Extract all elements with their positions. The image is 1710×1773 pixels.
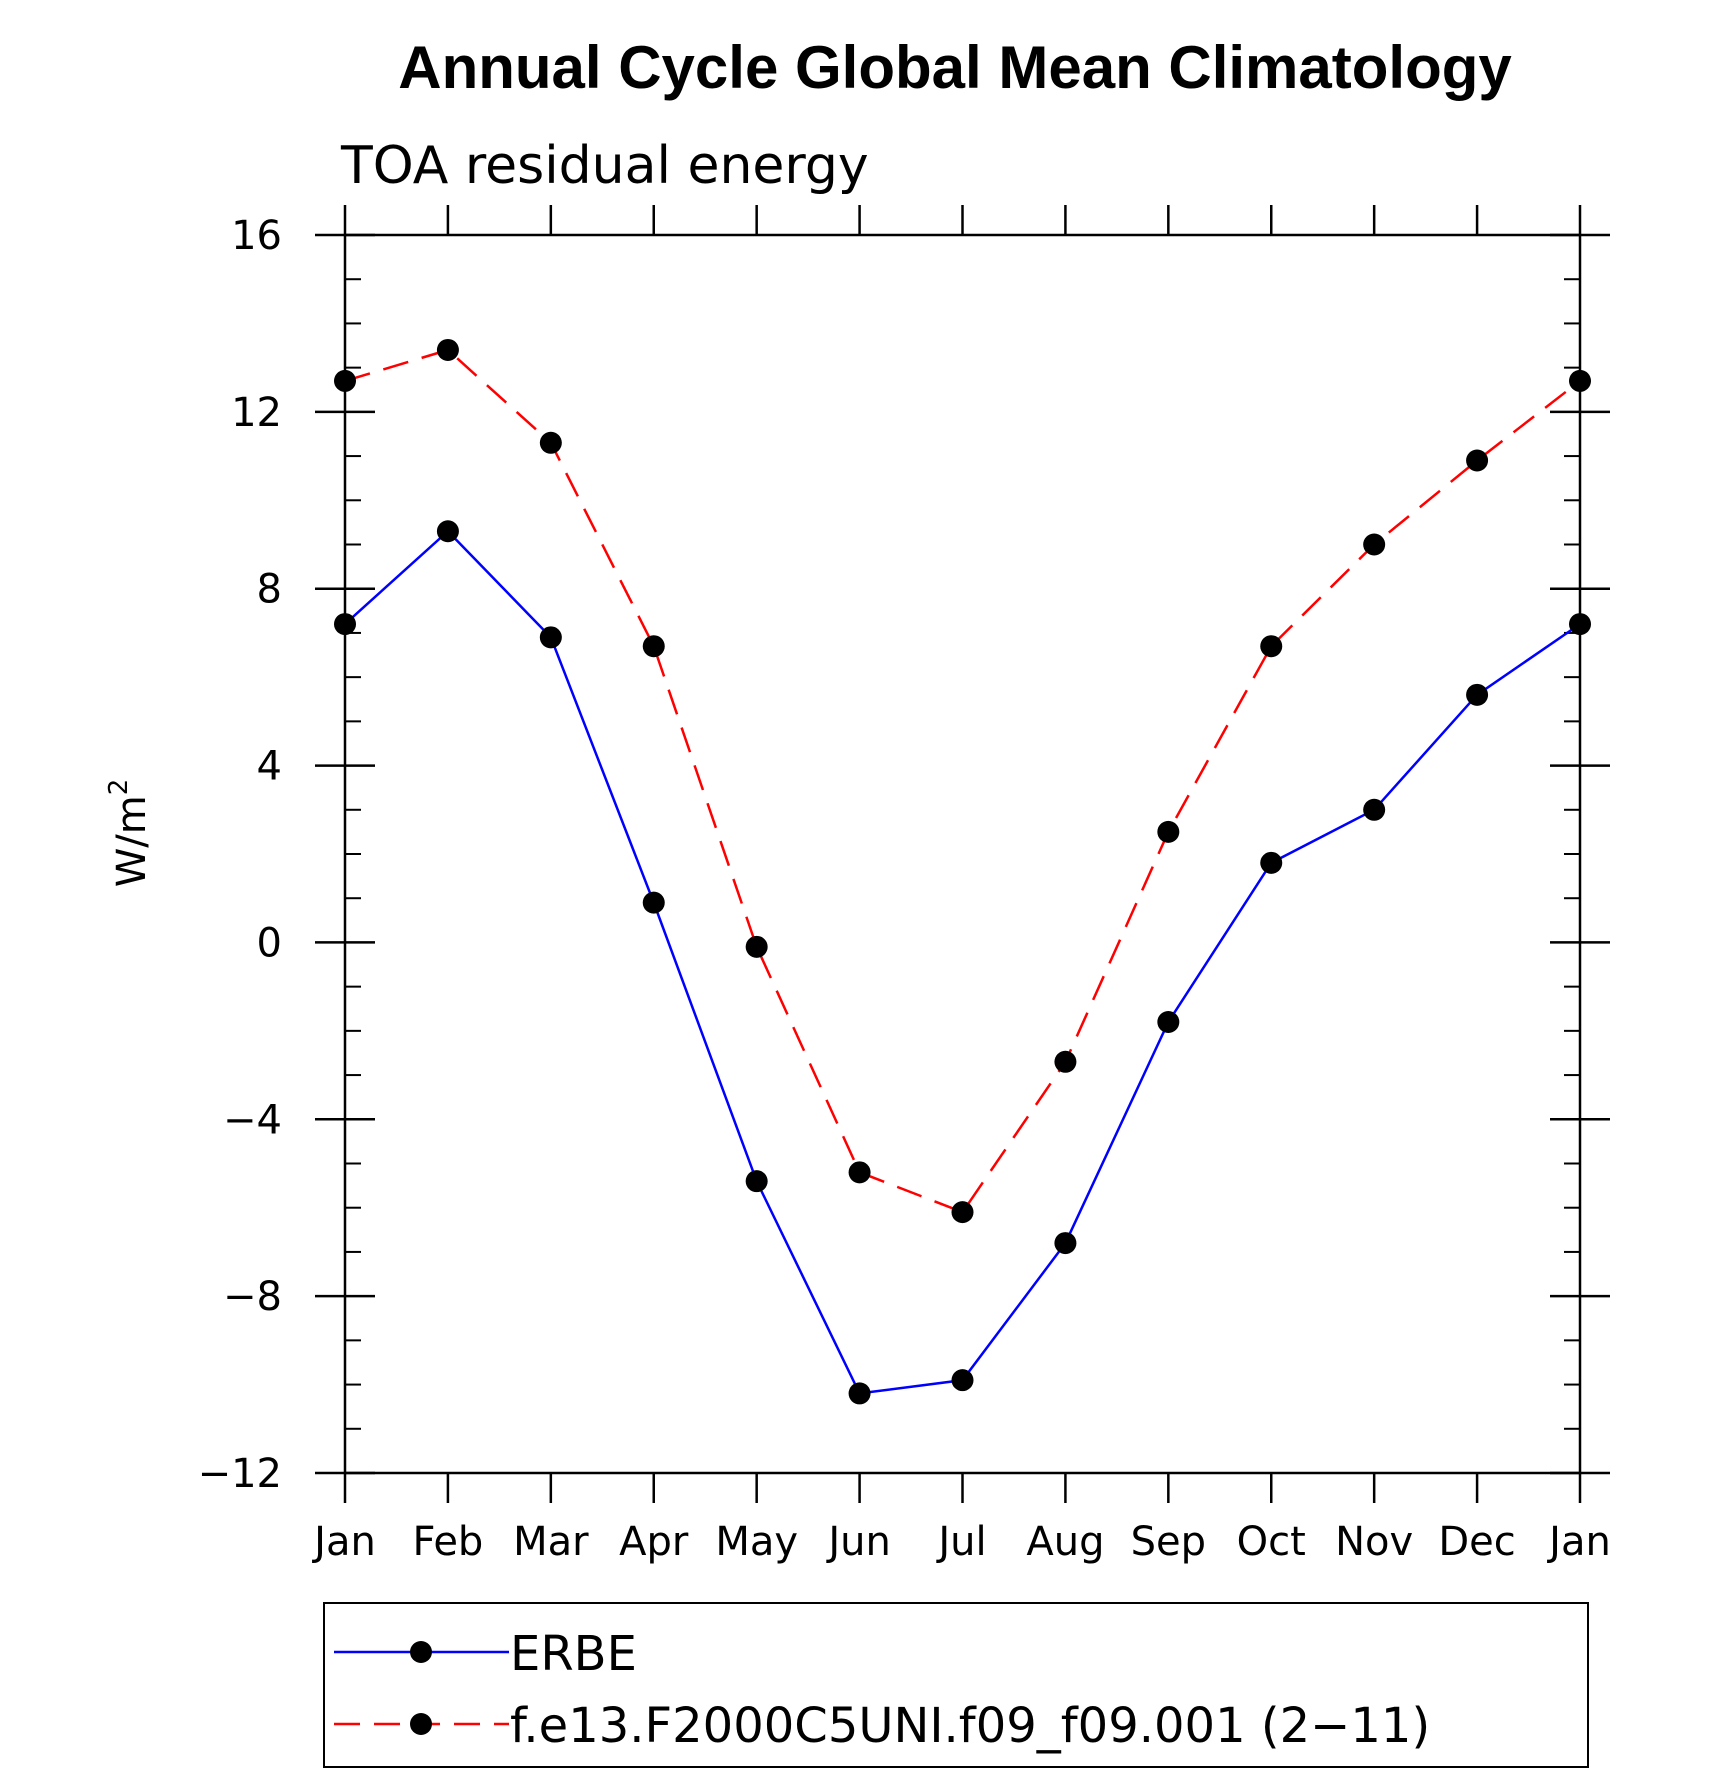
x-tick-label: Jan xyxy=(311,1519,376,1565)
chart-subtitle: TOA residual energy xyxy=(340,136,869,196)
y-tick-label: −8 xyxy=(223,1274,282,1320)
series-1-point xyxy=(745,935,768,958)
series-1-point xyxy=(642,635,665,658)
x-tick-label: Jun xyxy=(825,1519,891,1565)
series-0-point xyxy=(1363,798,1386,821)
legend: ERBE f.e13.F2000C5UNI.f09_f09.001 (2−11) xyxy=(323,1602,1589,1768)
series-1-point xyxy=(539,431,562,454)
legend-label-model: f.e13.F2000C5UNI.f09_f09.001 (2−11) xyxy=(510,1698,1430,1754)
x-tick-label: Jul xyxy=(935,1519,986,1565)
y-tick-label: −12 xyxy=(198,1451,282,1497)
series-0-point xyxy=(1157,1011,1180,1034)
x-tick-label: Oct xyxy=(1237,1519,1306,1565)
x-tick-label: May xyxy=(715,1519,798,1565)
x-tick-label: Jan xyxy=(1546,1519,1611,1565)
series-0-point xyxy=(848,1382,871,1405)
series-1-point xyxy=(1260,635,1283,658)
series-0-point xyxy=(539,626,562,649)
y-tick-label: 0 xyxy=(257,920,282,966)
series-1-point xyxy=(848,1161,871,1184)
series-layer xyxy=(334,338,1591,1405)
y-tick-label: 8 xyxy=(257,567,282,613)
series-0-point xyxy=(1054,1232,1077,1255)
x-tick-label: Aug xyxy=(1026,1519,1104,1565)
legend-marker-model xyxy=(410,1713,432,1735)
legend-box xyxy=(323,1602,1589,1768)
series-0-point xyxy=(642,891,665,914)
y-axis-label: W/m2 xyxy=(104,779,155,888)
series-0-point xyxy=(1466,683,1489,706)
y-tick-label: −4 xyxy=(223,1097,282,1143)
series-0-point xyxy=(1260,851,1283,874)
series-1-point xyxy=(1466,449,1489,472)
x-tick-label: Sep xyxy=(1131,1519,1206,1565)
x-tick-label: Dec xyxy=(1438,1519,1515,1565)
y-tick-label: 12 xyxy=(231,390,282,436)
x-tick-label: Mar xyxy=(513,1519,589,1565)
y-axis-label-sup: 2 xyxy=(104,779,134,796)
series-1-point xyxy=(436,338,459,361)
series-1-point xyxy=(951,1201,974,1224)
series-0-point xyxy=(436,520,459,543)
y-tick-label: 4 xyxy=(257,744,282,790)
x-tick-labels: Jan Feb Mar Apr May Jun Jul Aug Sep Oct Nov Dec Jan xyxy=(311,1519,1611,1565)
legend-label-erbe: ERBE xyxy=(510,1626,637,1682)
series-line-0 xyxy=(344,529,1581,1395)
series-line-1 xyxy=(344,348,1581,1214)
chart-title: Annual Cycle Global Mean Climatology xyxy=(398,34,1512,101)
series-1-point xyxy=(1363,533,1386,556)
legend-marker-erbe xyxy=(410,1641,432,1663)
x-tick-label: Feb xyxy=(413,1519,484,1565)
x-tick-label: Apr xyxy=(619,1519,689,1565)
y-tick-labels: 16 12 8 4 0 −4 −8 −12 xyxy=(198,213,282,1497)
series-0-point xyxy=(745,1170,768,1193)
series-1-point xyxy=(1157,820,1180,843)
series-1-point xyxy=(1054,1050,1077,1073)
series-0-point xyxy=(951,1369,974,1392)
y-axis-label-main: W/m xyxy=(109,795,155,887)
plot-frame xyxy=(343,233,1582,1475)
y-tick-label: 16 xyxy=(231,213,282,259)
x-tick-label: Nov xyxy=(1335,1519,1413,1565)
axis-ticks xyxy=(315,205,1610,1503)
